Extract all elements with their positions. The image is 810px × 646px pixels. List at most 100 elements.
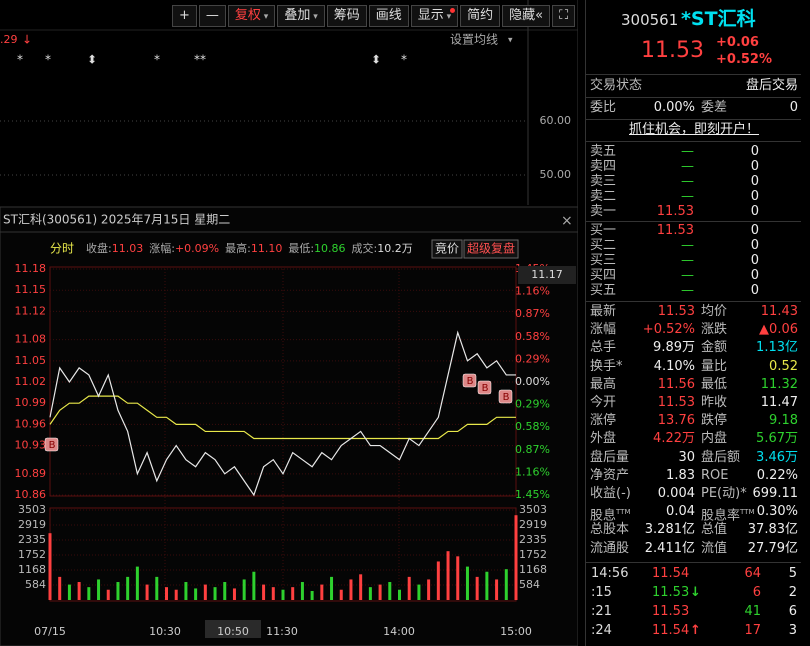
stat-value: 0.04 bbox=[666, 504, 695, 520]
volume-bar bbox=[281, 589, 285, 600]
fullscreen-button[interactable]: ⛶ bbox=[552, 5, 576, 27]
volume-bar bbox=[194, 588, 198, 600]
stat-label: 股息率TTM bbox=[701, 508, 755, 524]
stat-value: 11.10 bbox=[251, 242, 283, 255]
volume-bar bbox=[184, 582, 188, 600]
stat-label: 股息TTM bbox=[590, 508, 631, 524]
stat-label: 收益(-) bbox=[590, 486, 631, 501]
stat-label: 换手* bbox=[590, 358, 623, 374]
tick-count: 6 bbox=[788, 604, 797, 619]
stat-value: 37.83亿 bbox=[747, 522, 798, 538]
tab[interactable]: 分时 bbox=[50, 242, 74, 256]
stat-label: 最高 bbox=[590, 376, 617, 392]
vol-tick-label: 2335 bbox=[519, 533, 547, 546]
stat-value: 11.56 bbox=[657, 376, 695, 392]
vol-tick-label: 2919 bbox=[519, 518, 547, 531]
volume-bar bbox=[436, 561, 440, 600]
toolbar-button[interactable]: 复权 bbox=[227, 5, 276, 27]
separator bbox=[586, 562, 801, 563]
stat-label: 总股本 bbox=[590, 522, 630, 538]
x-tick-label: 10:30 bbox=[149, 625, 181, 638]
book-label: 买三 bbox=[590, 253, 617, 268]
stat-label: 最新 bbox=[590, 304, 617, 319]
book-price: — bbox=[681, 144, 694, 159]
book-label: 卖四 bbox=[590, 159, 617, 174]
vol-tick-label: 3503 bbox=[18, 503, 46, 516]
y-tick-label: 11.18 bbox=[15, 262, 47, 275]
y2-tick-label: 0.29% bbox=[515, 352, 550, 365]
stat-label: 流值 bbox=[701, 540, 728, 556]
separator bbox=[586, 301, 801, 302]
book-volume: 0 bbox=[750, 174, 759, 189]
signal-icon bbox=[498, 389, 513, 404]
volume-bar bbox=[242, 579, 246, 600]
ratio-label: 委差 bbox=[701, 100, 728, 115]
volume-bar bbox=[48, 533, 52, 600]
volume-bar bbox=[339, 589, 343, 600]
stat-sup: TTM bbox=[616, 508, 631, 517]
vol-tick-label: 1168 bbox=[18, 563, 46, 576]
ma-settings[interactable]: 设置均线 bbox=[450, 33, 498, 47]
volume-bar bbox=[116, 582, 120, 600]
volume-bar bbox=[514, 515, 518, 600]
volume-bar bbox=[407, 576, 411, 600]
tick-arrow: ↓ bbox=[690, 585, 701, 600]
stat-label: 金额 bbox=[701, 340, 728, 356]
y-tick-label: 10.89 bbox=[15, 467, 47, 480]
toolbar-button[interactable]: + bbox=[172, 5, 197, 27]
separator bbox=[586, 141, 801, 142]
promo-link[interactable]: 抓住机会，即刻开户！ bbox=[629, 122, 760, 137]
book-price: — bbox=[681, 238, 694, 253]
toolbar-button[interactable]: 隐藏« bbox=[502, 5, 551, 27]
book-label: 买一 bbox=[590, 223, 617, 238]
ratio-value: 0.00% bbox=[653, 100, 695, 115]
event-mark: * bbox=[154, 53, 160, 67]
vol-tick-label: 1752 bbox=[18, 548, 46, 561]
toolbar-button[interactable]: 筹码 bbox=[326, 5, 367, 27]
chart-area: .29 ↓ 设置均线 ▾ ST汇科(300561) 2025年7月15日 星期二… bbox=[0, 0, 578, 646]
separator bbox=[586, 119, 801, 120]
header-button-label: 超级复盘 bbox=[467, 241, 515, 256]
y2-tick-label: 0.87% bbox=[515, 307, 550, 320]
stat-value: 1.13亿 bbox=[756, 340, 798, 356]
toolbar-button[interactable]: 显示 bbox=[410, 5, 459, 27]
drop-icon: ▾ bbox=[508, 36, 513, 46]
header-button[interactable] bbox=[463, 239, 519, 259]
volume-bar bbox=[77, 582, 81, 600]
tick-price: 11.53 bbox=[652, 604, 690, 619]
toolbar-button[interactable]: 叠加 bbox=[277, 5, 325, 27]
volume-bar bbox=[349, 579, 353, 600]
status-label: 交易状态 bbox=[590, 78, 643, 93]
toolbar-button[interactable]: 画线 bbox=[368, 5, 409, 27]
price-line bbox=[49, 330, 516, 497]
tick-volume: 17 bbox=[744, 623, 761, 638]
stat-value: 0.30% bbox=[756, 504, 798, 520]
book-label: 卖二 bbox=[590, 189, 617, 204]
tick-price: 11.54 bbox=[652, 623, 690, 638]
book-volume: 0 bbox=[750, 159, 759, 174]
stat-value: 11.32 bbox=[760, 376, 798, 392]
stat-value: 3.281亿 bbox=[644, 522, 695, 538]
volume-bar bbox=[465, 566, 469, 600]
close-button[interactable]: × bbox=[561, 213, 573, 229]
toolbar-button[interactable]: 简约 bbox=[460, 5, 501, 27]
event-mark: * bbox=[17, 53, 23, 67]
tick-count: 3 bbox=[788, 623, 797, 638]
toolbar-button[interactable]: — bbox=[198, 5, 226, 27]
y2-tick-label: 1.16% bbox=[515, 465, 550, 478]
volume-bar bbox=[165, 587, 168, 600]
ratio-value: 0 bbox=[789, 100, 798, 115]
stat-label: 最高: bbox=[225, 241, 251, 255]
separator bbox=[586, 74, 801, 75]
tick-volume: 6 bbox=[752, 585, 761, 600]
volume-bar bbox=[232, 588, 236, 600]
tick-count: 5 bbox=[788, 566, 797, 581]
stat-label: 收盘: bbox=[86, 241, 112, 255]
cursor-time-box bbox=[205, 620, 261, 638]
header-button[interactable] bbox=[431, 239, 463, 259]
book-price: — bbox=[681, 174, 694, 189]
tick-time: :15 bbox=[591, 585, 612, 600]
y-tick-label: 10.96 bbox=[15, 417, 47, 430]
stat-label: 总手 bbox=[590, 340, 617, 356]
